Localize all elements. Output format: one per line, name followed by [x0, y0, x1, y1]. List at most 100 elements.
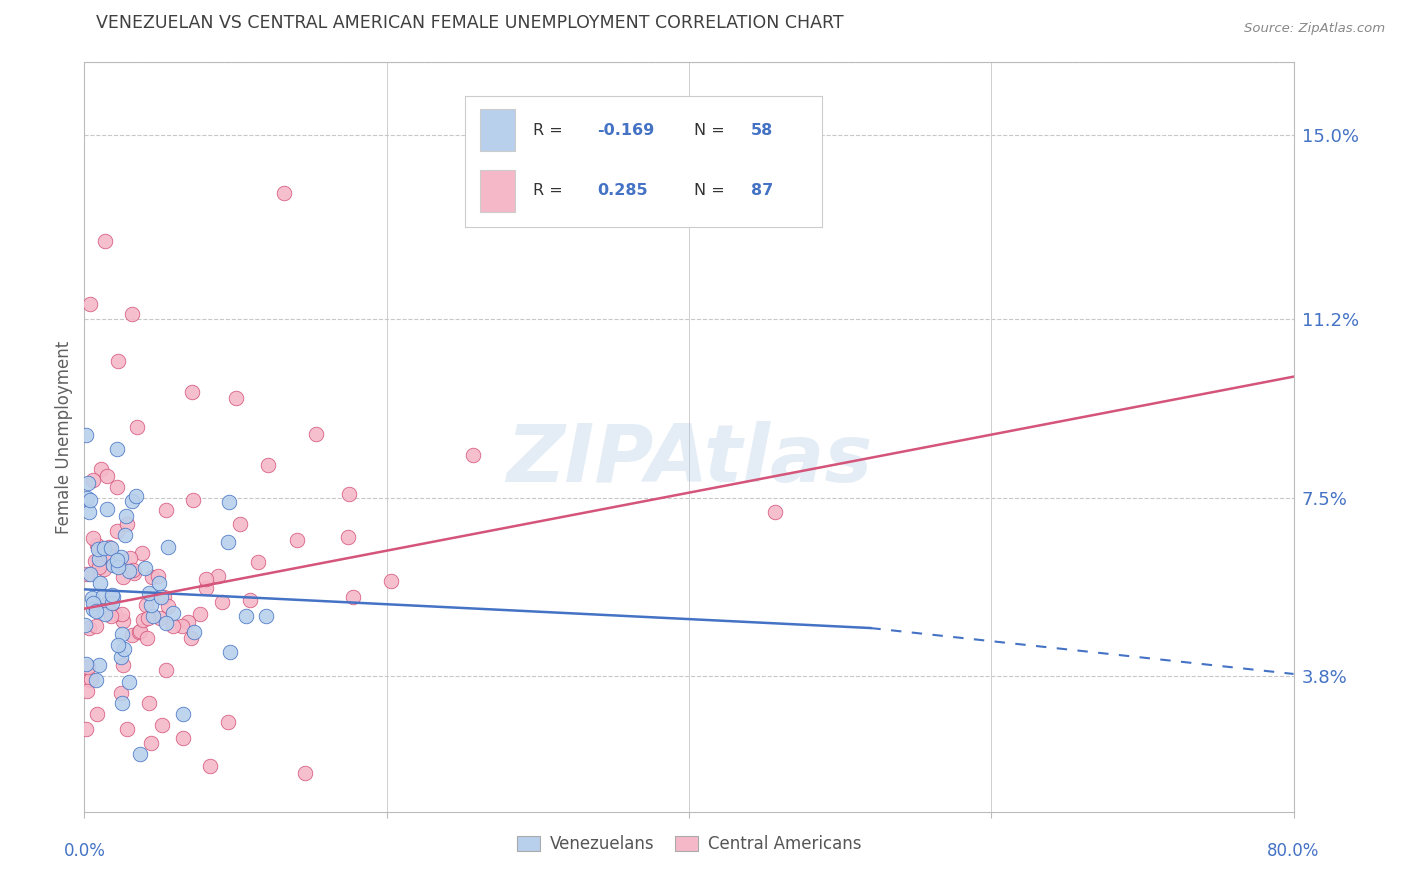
Point — [84, 554, 107, 568]
Point — [82, 531, 104, 545]
Point — [172, 619, 194, 633]
Point — [148, 576, 170, 591]
Point — [77, 505, 100, 519]
Point — [82, 473, 104, 487]
Point — [337, 487, 360, 501]
Text: 0.0%: 0.0% — [63, 842, 105, 860]
Point — [247, 556, 270, 570]
Point — [150, 590, 173, 604]
Point — [149, 611, 172, 625]
Text: Source: ZipAtlas.com: Source: ZipAtlas.com — [1244, 22, 1385, 36]
Point — [115, 722, 138, 736]
Point — [111, 569, 134, 583]
Point — [86, 618, 108, 632]
Point — [101, 558, 124, 572]
Point — [100, 541, 122, 555]
Point — [89, 576, 111, 591]
Point — [157, 541, 180, 555]
Point — [110, 626, 132, 640]
Point — [80, 591, 103, 605]
Point — [134, 560, 156, 574]
Point — [138, 586, 160, 600]
Point — [218, 645, 240, 659]
Point — [94, 607, 117, 622]
Point — [285, 533, 308, 547]
Text: ZIPAtlas: ZIPAtlas — [506, 420, 872, 499]
Y-axis label: Female Unemployment: Female Unemployment — [55, 341, 73, 533]
Point — [128, 624, 150, 639]
Point — [79, 493, 101, 508]
Point — [139, 736, 162, 750]
Point — [294, 766, 316, 780]
Point — [76, 684, 98, 698]
Point — [138, 696, 160, 710]
Point — [118, 564, 141, 578]
Point — [141, 598, 163, 612]
Point — [153, 590, 176, 604]
Point — [211, 595, 233, 609]
Point — [195, 582, 218, 596]
Point — [176, 615, 198, 629]
Point — [100, 608, 122, 623]
Point — [111, 696, 134, 710]
Point — [87, 559, 110, 574]
Point — [155, 502, 177, 516]
Point — [91, 589, 114, 603]
Point — [79, 673, 101, 688]
Point — [79, 566, 101, 581]
Point — [257, 458, 280, 472]
Point — [93, 541, 115, 556]
Point — [94, 235, 117, 249]
Point — [157, 599, 180, 613]
Point — [180, 631, 202, 645]
Point — [337, 530, 360, 544]
Point — [105, 524, 128, 538]
Point — [76, 567, 98, 582]
Point — [136, 611, 159, 625]
Point — [135, 632, 157, 646]
Point — [121, 494, 143, 508]
Point — [89, 462, 111, 476]
Point — [155, 615, 177, 630]
Point — [96, 502, 118, 516]
Point — [188, 607, 211, 621]
Point — [131, 546, 153, 560]
Point — [118, 675, 141, 690]
Point — [101, 589, 124, 603]
Point — [115, 516, 138, 531]
Point — [110, 549, 132, 564]
Point — [128, 747, 150, 761]
Legend: Venezuelans, Central Americans: Venezuelans, Central Americans — [510, 829, 868, 860]
Point — [87, 658, 110, 673]
Point — [162, 619, 184, 633]
Point — [225, 391, 247, 405]
Point — [150, 718, 173, 732]
Point — [461, 448, 484, 462]
Point — [380, 574, 402, 588]
Point — [141, 569, 163, 583]
Point — [100, 549, 122, 563]
Point — [107, 480, 129, 494]
Point — [239, 593, 262, 607]
Point — [75, 427, 97, 442]
Point — [86, 673, 108, 687]
Point — [125, 489, 148, 503]
Point — [195, 573, 218, 587]
Point — [217, 534, 239, 549]
Point — [122, 566, 145, 580]
Point — [122, 564, 145, 578]
Point — [111, 607, 134, 621]
Point — [112, 642, 135, 657]
Point — [115, 509, 138, 524]
Point — [121, 307, 143, 321]
Point — [79, 672, 101, 686]
Point — [142, 608, 165, 623]
Point — [97, 595, 120, 609]
Point — [207, 568, 229, 582]
Point — [105, 553, 128, 567]
Point — [107, 560, 129, 574]
Point — [82, 596, 104, 610]
Point — [76, 491, 98, 505]
Point — [181, 492, 204, 507]
Point — [128, 624, 150, 639]
